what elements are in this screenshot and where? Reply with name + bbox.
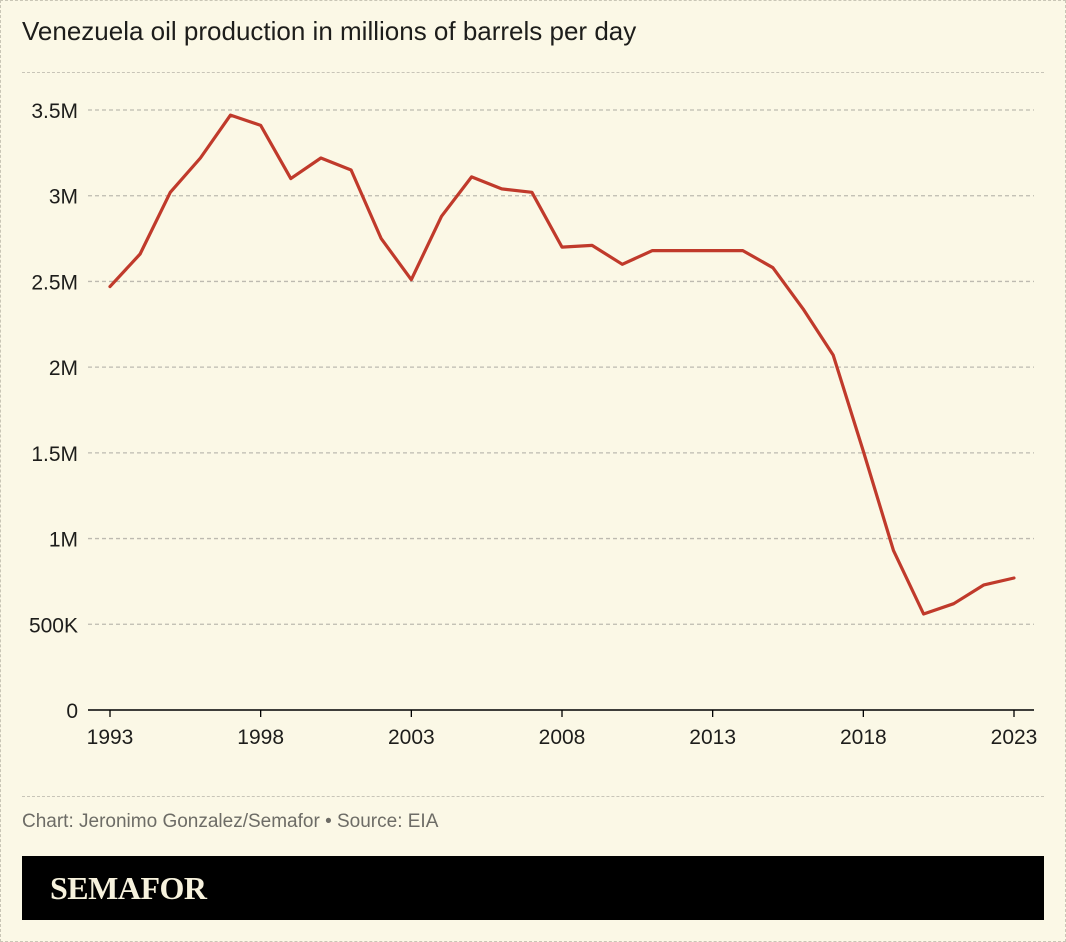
- y-tick-label: 2.5M: [31, 271, 78, 294]
- y-tick-label: 3M: [49, 186, 78, 209]
- x-tick-label: 1993: [87, 726, 134, 749]
- x-axis-labels: 1993 1998 2003 2008 2013 2018 2023: [87, 726, 1038, 749]
- chart-title: Venezuela oil production in millions of …: [22, 16, 637, 46]
- x-tick-label: 2003: [388, 726, 435, 749]
- x-tick-label: 1998: [237, 726, 284, 749]
- x-tick-label: 2008: [539, 726, 586, 749]
- y-tick-label: 1.5M: [31, 443, 78, 466]
- source-note: Chart: Jeronimo Gonzalez/Semafor • Sourc…: [22, 811, 439, 832]
- y-tick-label: 3.5M: [31, 100, 78, 123]
- brand-logo: SEMAFOR: [50, 870, 207, 906]
- line-chart: 0 500K 1M 1.5M 2M 2.5M 3M 3.5M 1993 1998 2003 2008…: [29, 100, 1038, 749]
- title-divider: [22, 72, 1044, 73]
- series-line: [108, 113, 1016, 616]
- x-tick-label: 2013: [689, 726, 736, 749]
- grid-lines: [88, 109, 1034, 625]
- y-tick-label: 500K: [29, 614, 78, 637]
- y-tick-label: 2M: [49, 357, 78, 380]
- brand-bar: SEMAFOR: [22, 856, 1044, 920]
- y-axis-labels: 0 500K 1M 1.5M 2M 2.5M 3M 3.5M: [29, 100, 78, 723]
- x-tick-label: 2018: [840, 726, 887, 749]
- x-tick-label: 2023: [991, 726, 1038, 749]
- y-tick-label: 1M: [49, 529, 78, 552]
- x-axis: [88, 709, 1034, 717]
- series-lines: [108, 113, 1016, 616]
- y-tick-label: 0: [66, 700, 78, 723]
- footer-divider: [22, 796, 1044, 797]
